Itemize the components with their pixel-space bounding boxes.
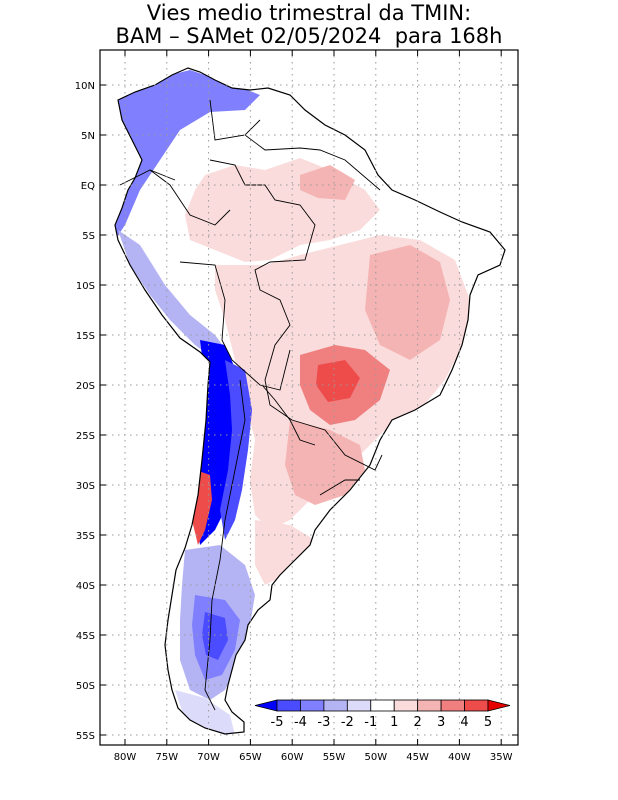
lat-label: 40S: [76, 581, 95, 592]
map-frame: [99, 49, 519, 746]
colorbar-label: 3: [437, 715, 445, 730]
colorbar-box: [417, 699, 442, 712]
lon-label: 65W: [239, 752, 262, 763]
lon-label: 80W: [114, 752, 137, 763]
bias-patch-andes-north: [115, 70, 260, 240]
border-brazil-north: [244, 134, 381, 191]
title-line-1: Vies medio trimestral da TMIN:: [146, 1, 472, 25]
lon-label: 40W: [448, 752, 471, 763]
bias-patch-tierra-del-fuego: [175, 690, 235, 734]
bias-patch-patagonia-core: [202, 612, 228, 660]
colorbar-label: 2: [414, 715, 422, 730]
lat-label: 10S: [76, 281, 95, 292]
lat-label: 35S: [76, 531, 95, 542]
lat-label: EQ: [81, 181, 95, 192]
lat-label: 20S: [76, 381, 95, 392]
colorbar-box: [393, 699, 419, 712]
colorbar-label: 4: [460, 715, 468, 730]
latitude-labels: 10N 5N EQ 5S 10S 15S 20S 25S 30S 35S 40S 45S 50S 55S: [75, 81, 95, 742]
border-brazil-west: [209, 159, 316, 421]
lon-label: 45W: [406, 752, 429, 763]
lon-label: 75W: [155, 752, 178, 763]
lat-label: 50S: [76, 681, 95, 692]
colorbar-label: -2: [341, 715, 354, 730]
colorbar-box: [346, 699, 372, 712]
colorbar-arrow-high: [487, 699, 511, 712]
border-venezuela: [209, 99, 261, 141]
colorbar-label: -5: [271, 715, 284, 730]
bias-patch-argentina: [255, 520, 315, 585]
bias-patch-peru-coast: [118, 230, 230, 360]
colorbar-label: -1: [364, 715, 377, 730]
map-title: Vies medio trimestral da TMIN: BAM – SAM…: [0, 2, 618, 48]
lat-label: 55S: [76, 731, 95, 742]
bias-patch-chile-central: [220, 360, 252, 540]
lat-lon-grid: [100, 50, 518, 745]
bias-shading: [115, 70, 470, 734]
lat-label: 45S: [76, 631, 95, 642]
lon-label: 60W: [281, 752, 304, 763]
colorbar-box: [323, 699, 348, 712]
axis-ticks: [100, 50, 518, 745]
border-peru-bolivia: [179, 261, 233, 361]
colorbar-label: 1: [390, 715, 398, 730]
title-line-2: BAM – SAMet 02/05/2024 para 168h: [115, 24, 503, 48]
lon-label: 70W: [197, 752, 220, 763]
lon-label: 35W: [490, 752, 513, 763]
border-paraguay: [261, 384, 316, 446]
longitude-labels: 80W 75W 70W 65W 60W 55W 50W 45W 40W 35W: [114, 752, 513, 763]
bias-patch-east: [365, 245, 450, 360]
lat-label: 5S: [82, 231, 95, 242]
lat-label: 10N: [75, 81, 95, 92]
lat-label: 15S: [76, 331, 95, 342]
border-brazil-south: [291, 419, 383, 471]
colorbar-box: [440, 699, 465, 712]
colorbar: -5 -4 -3 -2 -1 1 2 3 4 5: [254, 699, 511, 730]
lon-label: 50W: [364, 752, 387, 763]
country-borders: [119, 99, 383, 711]
border-bolivia-south: [231, 349, 291, 391]
colorbar-arrow-low: [254, 699, 278, 712]
land-mass: [114, 67, 506, 735]
lon-label: 55W: [323, 752, 346, 763]
colorbar-box: [276, 699, 301, 712]
border-uruguay: [319, 479, 360, 496]
colorbar-label: -4: [294, 715, 307, 730]
bias-patch-pantanal-core: [316, 360, 360, 402]
colorbar-label: 5: [484, 715, 492, 730]
bias-patch-guiana: [300, 165, 355, 200]
colorbar-box: [464, 699, 489, 712]
colorbar-box: [370, 699, 395, 712]
border-colombia: [149, 169, 231, 226]
lat-label: 30S: [76, 481, 95, 492]
coastline: [114, 67, 506, 735]
colorbar-box: [300, 699, 325, 712]
lat-label: 25S: [76, 431, 95, 442]
colorbar-label: -3: [317, 715, 330, 730]
lat-label: 5N: [81, 131, 95, 142]
border-argentina-chile: [204, 379, 246, 711]
